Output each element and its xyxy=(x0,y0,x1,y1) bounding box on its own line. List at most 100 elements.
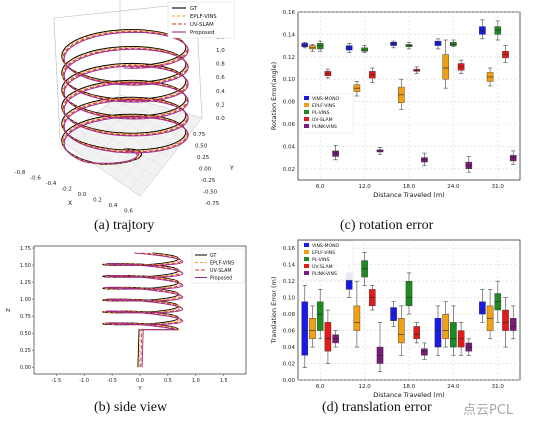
legend-swatch xyxy=(304,96,309,100)
box-pl-vins xyxy=(316,43,324,50)
box-vins-mono xyxy=(390,42,397,46)
y-tick-label: 0.50 xyxy=(20,331,31,337)
caption-b: (b) side view xyxy=(94,400,168,415)
caption-a: (a) trajtory xyxy=(94,218,155,233)
x-tick-label: -0.8 xyxy=(15,170,26,176)
x-tick-label: -0.6 xyxy=(30,176,41,182)
legend-box xyxy=(300,240,354,281)
floor-grid xyxy=(129,114,192,190)
x-tick-label: 0.2 xyxy=(93,198,102,204)
caption-c: (c) rotation error xyxy=(340,218,434,233)
y-axis-label: Y xyxy=(229,165,234,172)
y-tick-label: 1.25 xyxy=(20,280,31,286)
box-vins-mono xyxy=(479,26,486,35)
legend-label: EPLF-VINS xyxy=(210,261,234,267)
translation-error-chart: 0.00 0.02 0.04 0.06 0.08 0.10 0.12 0.14 0.16 6.0 1… xyxy=(270,239,521,399)
y-tick-label: 0.14 xyxy=(283,32,296,38)
x-tick-label: 0.4 xyxy=(109,203,118,209)
box-vins-mono xyxy=(301,301,309,356)
box-eplf-vins xyxy=(353,305,361,331)
box-uv-slam xyxy=(502,309,509,331)
x-axis-label: Distance Traveled (m) xyxy=(373,391,444,399)
x-tick-label: 24.0 xyxy=(447,184,460,190)
y-tick-label: 0.06 xyxy=(283,329,296,335)
legend-box xyxy=(300,93,354,134)
y-tick-label: 0.06 xyxy=(283,122,296,128)
x-tick-label: 31.0 xyxy=(492,384,505,390)
y-tick-label: 0.00 xyxy=(283,378,296,384)
floor-grid xyxy=(104,106,187,138)
legend-swatch xyxy=(304,264,309,268)
x-tick-label: -0.2 xyxy=(61,187,72,193)
x-tick-label: 0.5 xyxy=(164,378,172,384)
y-tick-label: 0.16 xyxy=(283,246,296,252)
y-tick-label: 0.12 xyxy=(283,279,295,285)
trajectory-3d-chart: 0.00.20.40.60.81.01.21.41.6-0.8-0.6-0.4-… xyxy=(15,0,235,214)
legend-swatch xyxy=(304,257,309,261)
x-tick-label: 0.0 xyxy=(136,378,144,384)
legend-label: Proposed xyxy=(210,276,232,282)
floor-grid xyxy=(119,112,182,183)
y-tick-label: 0.14 xyxy=(283,263,296,269)
box-vins-mono xyxy=(434,318,442,348)
y-tick-label: 0.08 xyxy=(283,100,296,106)
x-tick-label: 1.5 xyxy=(220,378,228,384)
axis-frame xyxy=(53,17,61,141)
y-tick-label: 0.00 xyxy=(199,167,212,173)
legend-swatch xyxy=(304,250,309,254)
box-plink-vins xyxy=(509,318,517,331)
y-tick-label: 0.25 xyxy=(20,348,31,354)
box-pl-vins xyxy=(450,42,457,46)
x-tick-label: 31.0 xyxy=(492,184,505,190)
legend-label: PL-VINS xyxy=(312,110,330,116)
y-tick-label: -0.50 xyxy=(203,190,218,196)
y-tick-label: 0.12 xyxy=(283,55,295,61)
y-tick-label: 0.10 xyxy=(283,77,296,83)
y-tick-label: 0.10 xyxy=(283,296,296,302)
box-vins-mono xyxy=(479,301,486,315)
legend-label: UV-SLAM xyxy=(210,268,232,274)
y-tick-label: 0.08 xyxy=(283,312,296,318)
box-eplf-vins xyxy=(442,54,449,80)
box-eplf-vins xyxy=(309,45,316,50)
box-uv-slam xyxy=(324,322,332,352)
y-tick-label: 1.50 xyxy=(20,263,31,269)
legend-label: GT xyxy=(190,6,198,12)
x-tick-label: 18.0 xyxy=(403,184,416,190)
legend-swatch xyxy=(304,110,309,114)
x-tick-label: 1.0 xyxy=(192,378,200,384)
z-tick-label: 0.8 xyxy=(216,62,225,68)
x-tick-label: -0.5 xyxy=(107,378,117,384)
legend-label: UV-SLAM xyxy=(190,22,214,28)
x-tick-label: 6.0 xyxy=(316,184,325,190)
trajectory-proposed xyxy=(105,252,184,368)
y-tick-label: -0.25 xyxy=(201,178,216,184)
x-tick-label: 6.0 xyxy=(316,384,325,390)
legend-swatch xyxy=(304,124,309,128)
legend-swatch xyxy=(304,103,309,107)
y-tick-label: 0.00 xyxy=(20,365,31,371)
box-eplf-vins xyxy=(398,318,405,344)
y-axis-label: Z xyxy=(6,308,12,312)
legend-label: PLINK-VINS xyxy=(312,271,337,277)
watermark-text: 点云PCL xyxy=(463,403,514,418)
y-tick-label: 0.02 xyxy=(283,362,295,368)
y-tick-label: 0.75 xyxy=(20,314,31,320)
y-tick-label: 0.75 xyxy=(193,132,206,138)
box-eplf-vins xyxy=(442,313,449,340)
side-view-chart: 0.00 0.25 0.50 0.75 1.00 1.25 1.50 1.75 -1.5 -1.0… xyxy=(6,245,247,392)
legend-label: PLINK-VINS xyxy=(312,124,337,130)
y-axis-label: Translation Error (m) xyxy=(270,277,278,345)
box-plink-vins xyxy=(509,155,517,162)
y-tick-label: 0.50 xyxy=(195,144,208,150)
y-axis-label: Rotation Error(angle) xyxy=(270,62,278,130)
z-tick-label: 0.2 xyxy=(216,102,225,108)
legend-label: EPLF-VINS xyxy=(312,103,335,109)
trajectory-proposed xyxy=(63,31,189,164)
z-tick-label: 1.0 xyxy=(216,48,225,54)
y-tick-label: 1.00 xyxy=(20,297,31,303)
box-plink-vins xyxy=(421,348,428,356)
legend-swatch xyxy=(304,117,309,121)
y-tick-label: 1.75 xyxy=(20,246,31,252)
y-tick-label: 0.04 xyxy=(283,345,296,351)
